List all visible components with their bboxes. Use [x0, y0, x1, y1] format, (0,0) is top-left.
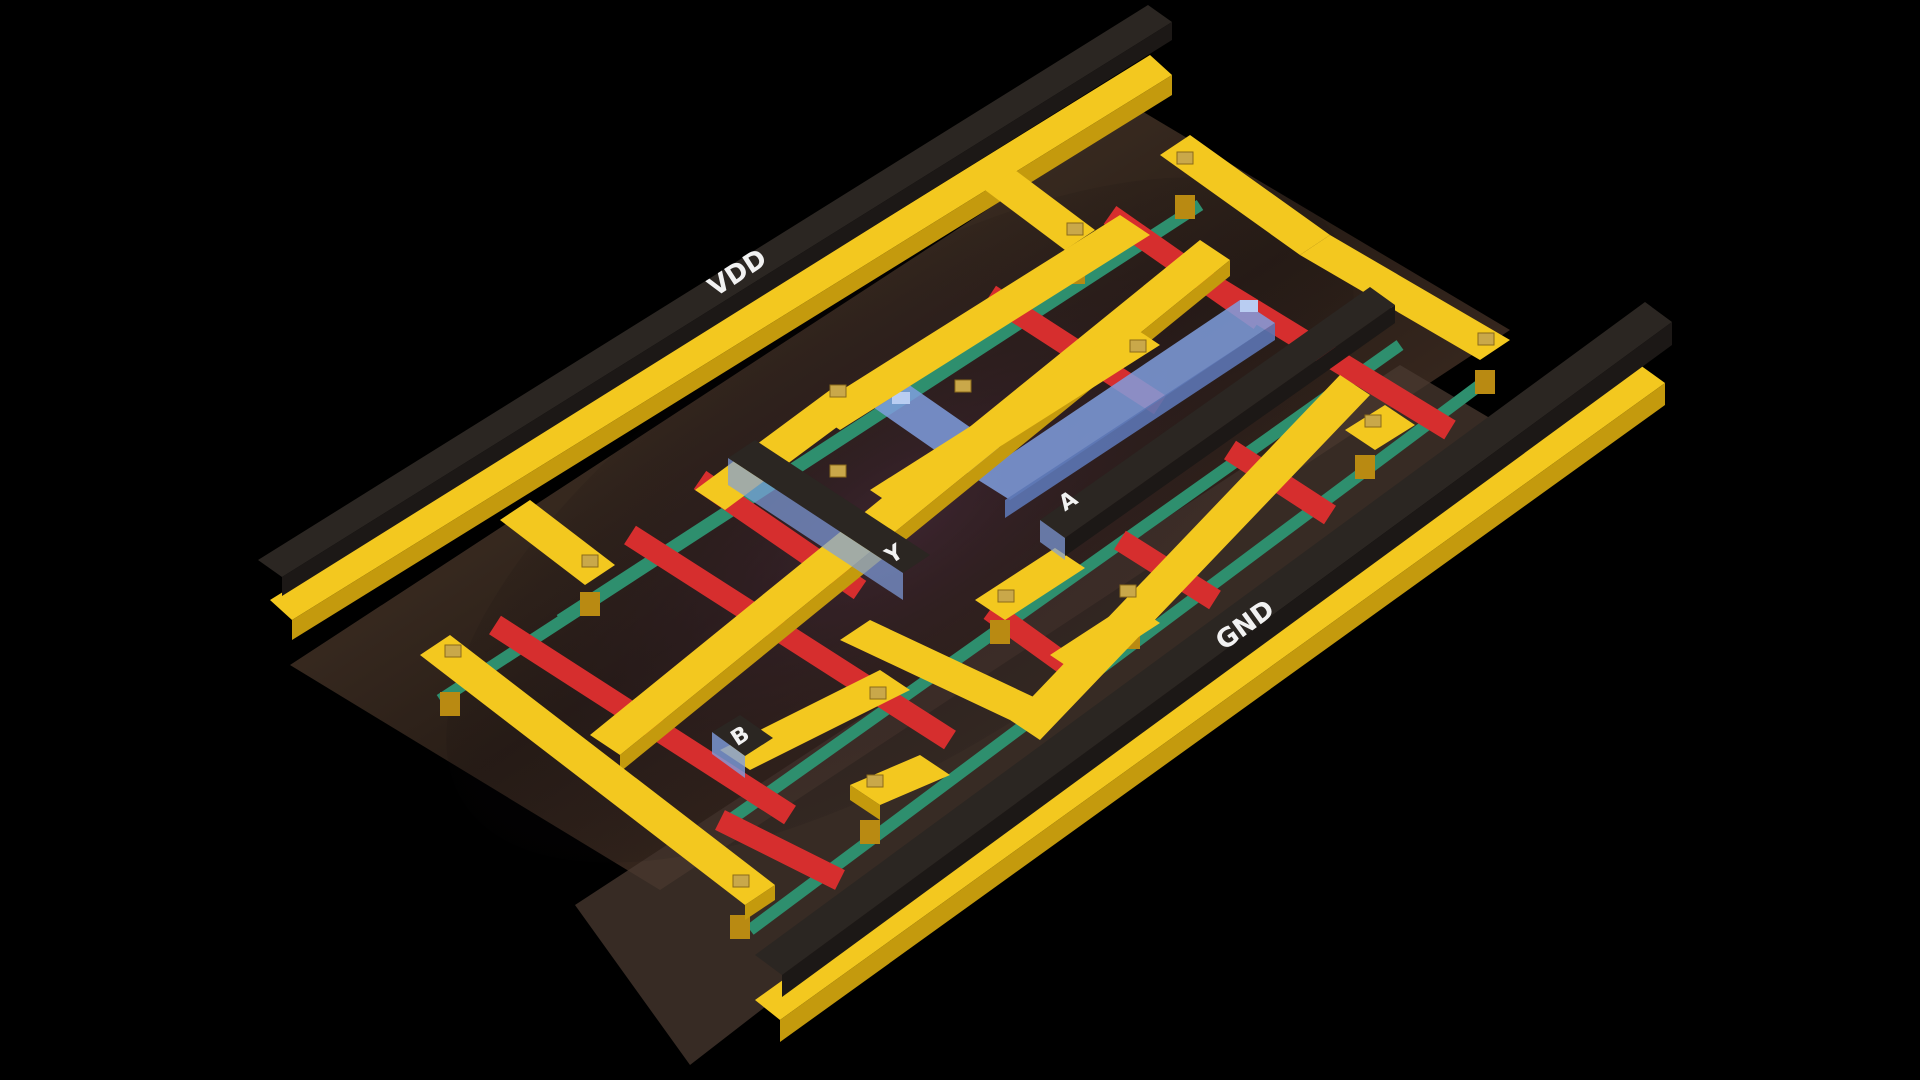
y-pin-plate: [728, 440, 930, 573]
contact-marker: [1364, 414, 1382, 428]
via-square: [1240, 300, 1258, 312]
metal1-wire: [420, 635, 775, 905]
a-pin-plate-side-right: [1065, 305, 1395, 556]
contact-marker: [829, 384, 847, 398]
contact: [1475, 370, 1495, 394]
a-pin-plate-side: [1040, 520, 1065, 560]
contact-marker: [829, 464, 847, 478]
contact-marker: [1066, 222, 1084, 236]
contact-marker: [866, 774, 884, 788]
contact: [990, 620, 1010, 644]
contact-marker: [1129, 339, 1147, 353]
b-pin-plate: [712, 715, 773, 756]
vdd-rail-plate: [258, 5, 1172, 577]
contact-marker: [1119, 584, 1137, 598]
contact-marker: [444, 644, 462, 658]
contact-marker: [869, 686, 887, 700]
metal2-segment: [975, 300, 1275, 500]
a-pin-plate: [1040, 287, 1395, 538]
contact: [1175, 195, 1195, 219]
gnd-metal-rail: [755, 365, 1665, 1020]
label-plates: [258, 5, 1672, 997]
diffusion-strip: [726, 340, 1404, 825]
contact: [580, 592, 600, 616]
contact-marker: [732, 874, 750, 888]
metal1-wire: [870, 325, 1160, 510]
via-square: [892, 392, 910, 404]
contact: [860, 820, 880, 844]
metal1-wire: [850, 785, 880, 820]
metal2-segment: [1005, 323, 1275, 518]
contact-marker: [954, 379, 972, 393]
vdd-metal-rail-side: [292, 75, 1172, 640]
b-pin-plate-side: [712, 732, 745, 778]
metal1-layer: [270, 55, 1665, 1042]
vdd-rail-plate-side: [282, 22, 1172, 596]
metal1-wire: [810, 215, 1150, 430]
contact-marker: [581, 554, 599, 568]
metal1-branch: [1300, 235, 1510, 360]
metal1-wire: [745, 885, 775, 920]
contact-marker: [1176, 151, 1194, 165]
metal1-wire: [840, 620, 1040, 720]
metal1-wire: [850, 755, 950, 805]
contact-marker: [1477, 332, 1495, 346]
contact-markers: [444, 151, 1495, 888]
vdd-metal-rail: [270, 55, 1172, 620]
metal1-wire: [1050, 603, 1160, 675]
metal1-wire: [720, 670, 910, 770]
gnd-rail-plate: [755, 302, 1672, 975]
gnd-metal-rail-side: [780, 383, 1665, 1042]
gnd-rail-plate-side: [782, 322, 1672, 997]
contact: [440, 692, 460, 716]
contact: [1355, 455, 1375, 479]
y-pin-plate-side: [728, 458, 903, 600]
poly-gate: [624, 525, 956, 750]
contact-marker: [997, 589, 1015, 603]
poly-gate: [715, 810, 845, 890]
metal1-branch: [1160, 135, 1330, 255]
contact: [730, 915, 750, 939]
